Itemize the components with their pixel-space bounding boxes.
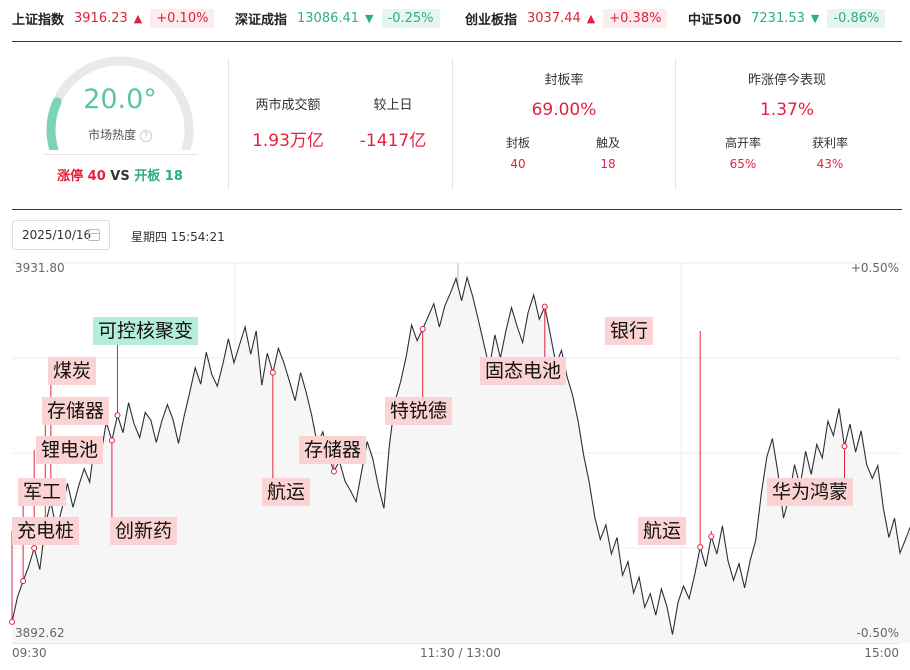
heat-label: 市场热度 [88,128,137,142]
annotation-dot [841,443,848,450]
divider [675,58,676,190]
index-value: 3037.44 [527,10,581,26]
arrow-up-icon: ▲ [586,11,596,25]
index-name: 创业板指 [465,12,518,28]
index-zz500[interactable]: 中证500 7231.53 ▼ -0.86% [688,0,886,36]
heat-value: 20.0° [83,84,157,115]
annotation-dot [108,437,115,444]
index-sh[interactable]: 上证指数 3916.23 ▲ +0.10% [12,0,215,36]
annotation-dot [541,303,548,310]
pct-top-label: +0.50% [850,261,899,275]
gauge-fill [46,97,62,150]
sector-tag[interactable]: 航运 [638,517,687,545]
limit-up-label: 涨停 [57,169,84,184]
divider [44,154,198,155]
annotation-dot [269,369,276,376]
sector-tag[interactable]: 特锐德 [385,397,453,425]
date-value: 2025/10/16 [22,228,92,242]
x-label-open: 09:30 [12,646,47,660]
y-bottom-label: 3892.62 [15,626,65,640]
sector-tag[interactable]: 创新药 [110,517,178,545]
open-count: 18 [164,169,183,184]
turnover-compare-value: -1417亿 [359,131,427,151]
sector-tag[interactable]: 军工 [18,478,67,506]
touched-count: 18 [600,157,616,171]
index-value: 3916.23 [74,10,128,26]
yesterday-title: 昨涨停今表现 [747,73,826,88]
open-label: 开板 [134,169,161,184]
intraday-chart [9,262,910,644]
sector-tag[interactable]: 可控核聚变 [93,317,199,345]
index-change: +0.38% [603,8,668,28]
index-value: 13086.41 [297,10,360,26]
turnover-compare-title: 较上日 [373,98,413,113]
sector-tag[interactable]: 锂电池 [36,436,104,464]
high-open-label: 高开率 [724,136,761,150]
index-ticker-bar: 上证指数 3916.23 ▲ +0.10% 深证成指 13086.41 ▼ -0… [0,0,910,36]
arrow-down-icon: ▼ [365,11,374,25]
info-icon[interactable]: ? [139,129,152,142]
index-cyb[interactable]: 创业板指 3037.44 ▲ +0.38% [465,0,668,36]
sector-tag[interactable]: 航运 [262,478,311,506]
x-label-mid: 11:30 / 13:00 [420,646,501,660]
divider [452,58,453,190]
annotation-dot [31,545,38,552]
y-top-label: 3931.80 [15,261,65,275]
annotation-dot [697,544,704,551]
annotation-dot [9,618,15,625]
sector-tag[interactable]: 存储器 [299,436,367,464]
divider [12,209,902,210]
heat-gauge [46,56,194,150]
profit-rate: 43% [816,157,844,171]
annotation-dot [330,468,337,475]
sealed-count: 40 [510,157,526,171]
arrow-up-icon: ▲ [133,11,143,25]
yesterday-value: 1.37% [759,100,814,120]
turnover-title: 两市成交额 [255,98,321,113]
index-name: 中证500 [688,12,742,28]
index-change: -0.25% [381,8,440,28]
profit-label: 获利率 [811,136,848,150]
limit-up-vs-open: 涨停 40 VS 开板 18 [40,165,200,184]
divider [228,58,229,190]
seal-rate-title: 封板率 [544,73,584,88]
date-picker[interactable]: 2025/10/16 [12,220,110,250]
sector-tag[interactable]: 煤炭 [48,357,97,385]
index-value: 7231.53 [751,10,805,26]
index-change: +0.10% [150,8,215,28]
sector-tag[interactable]: 华为鸿蒙 [767,478,854,506]
annotation-dot [114,412,121,419]
touched-label: 触及 [595,136,620,150]
x-label-close: 15:00 [864,646,899,660]
index-name: 深证成指 [235,12,288,28]
sealed-label: 封板 [505,136,530,150]
turnover-value: 1.93万亿 [252,131,324,151]
sector-tag[interactable]: 充电桩 [12,517,80,545]
high-open-rate: 65% [729,157,757,171]
sector-tag[interactable]: 固态电池 [480,357,567,385]
index-name: 上证指数 [12,12,65,28]
arrow-down-icon: ▼ [810,11,820,25]
index-sz[interactable]: 深证成指 13086.41 ▼ -0.25% [235,0,440,36]
weekday-time: 星期四 15:54:21 [131,230,225,244]
annotation-dot [419,325,426,332]
pct-bottom-label: -0.50% [856,626,899,640]
sector-tag[interactable]: 银行 [605,317,654,345]
limit-up-count: 40 [87,169,106,184]
sector-tag[interactable]: 存储器 [42,397,110,425]
divider [12,41,902,42]
seal-rate-value: 69.00% [531,100,597,120]
heat-label-row: 市场热度 ? [40,126,200,143]
index-change: -0.86% [827,8,886,28]
vs-label: VS [110,169,130,184]
price-area [12,277,910,643]
annotation-dot [708,533,715,540]
calendar-icon[interactable] [88,229,100,241]
annotation-dot [20,578,27,585]
